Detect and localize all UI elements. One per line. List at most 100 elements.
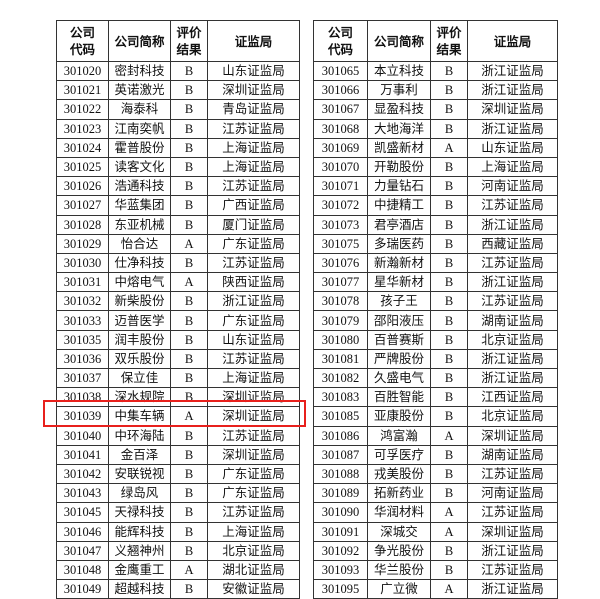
cell: B [170,425,208,446]
header-cell: 公司简称 [367,20,431,62]
cell: B [170,99,208,120]
row: 301076 新瀚新材 B 江苏证监局 [313,252,558,274]
cell: B [430,80,468,101]
cell: 301029 [56,233,109,254]
cell: 江苏证监局 [207,348,300,370]
cell: 青岛证监局 [207,99,300,120]
cell: 北京证监局 [467,406,558,427]
header-cell: 证监局 [207,20,300,62]
cell: 万事利 [367,80,431,101]
row: 301065 本立科技 B 浙江证监局 [313,60,558,82]
cell: 超越科技 [108,579,171,599]
cell: A [430,521,468,542]
cell: B [170,367,208,389]
cell: B [170,214,208,235]
cell: B [170,502,208,523]
cell: 厦门证监局 [207,214,300,235]
cell: 301075 [313,233,368,254]
row: 301021 英诺激光 B 深圳证监局 [56,80,300,101]
cell: 301071 [313,176,368,197]
cell: B [430,348,468,370]
row: 301077 星华新材 B 浙江证监局 [313,272,558,293]
cell: 争光股份 [367,540,431,561]
cell: 山东证监局 [207,329,300,350]
cell: B [430,329,468,350]
cell: B [430,118,468,139]
row: 301078 孩子王 B 江苏证监局 [313,291,558,312]
row: 301045 天禄科技 B 江苏证监局 [56,502,300,523]
cell: 301078 [313,291,368,312]
cell: 深圳证监局 [467,99,558,120]
row: 301069 凯盛新材 A 山东证监局 [313,137,558,158]
cell: B [430,176,468,197]
header-text: 证监局 [234,33,273,49]
cell: 广东证监局 [207,310,300,331]
cell: 本立科技 [367,60,431,82]
row: 301092 争光股份 B 浙江证监局 [313,540,558,561]
row: 301075 多瑞医药 B 西藏证监局 [313,233,558,254]
cell: 江苏证监局 [207,252,300,274]
cell: 孩子王 [367,291,431,312]
cell: A [170,559,208,581]
cell: 浙江证监局 [467,348,558,370]
cell: 大地海洋 [367,118,431,139]
cell: 义翘神州 [108,540,171,561]
cell: 双乐股份 [108,348,171,370]
header-text: 公司简称 [114,33,165,49]
row: 301043 绿岛风 B 广东证监局 [56,483,300,504]
cell: 江苏证监局 [207,502,300,523]
cell: 显盈科技 [367,99,431,120]
row: 301024 霍普股份 B 上海证监局 [56,137,300,158]
cell: 上海证监局 [207,367,300,389]
row: 301082 久盛电气 B 浙江证监局 [313,367,558,389]
header-cell: 证监局 [467,20,558,62]
cell: 江苏证监局 [467,195,558,216]
row: 301086 鸿富瀚 A 深圳证监局 [313,425,558,446]
cell: 亚康股份 [367,406,431,427]
cell: B [170,540,208,561]
cell: B [170,195,208,216]
row: 301037 保立佳 B 上海证监局 [56,367,300,389]
row: 301027 华蓝集团 B 广西证监局 [56,195,300,216]
cell: 浙江证监局 [467,214,558,235]
cell: B [430,483,468,504]
cell: 301023 [56,118,109,139]
row: 301047 义翘神州 B 北京证监局 [56,540,300,561]
cell: 301042 [56,463,109,485]
cell: 广东证监局 [207,233,300,254]
cell: 广东证监局 [207,483,300,504]
row: 301026 浩通科技 B 江苏证监局 [56,176,300,197]
cell: B [430,406,468,427]
cell: 浩通科技 [108,176,171,197]
header-cell: 公司 代码 [313,20,368,62]
cell: 浙江证监局 [467,272,558,293]
header-row: 公司 代码 公司简称 评价 结果 证监局 [313,20,558,62]
row: 301022 海泰科 B 青岛证监局 [56,99,300,120]
cell: 开勒股份 [367,156,431,178]
row: 301040 中环海陆 B 江苏证监局 [56,425,300,446]
cell: 鸿富瀚 [367,425,431,446]
cell: 戎美股份 [367,463,431,485]
row: 301041 金百泽 B 深圳证监局 [56,444,300,465]
row: 301091 深城交 A 深圳证监局 [313,521,558,542]
row: 301093 华兰股份 B 江苏证监局 [313,559,558,581]
cell: B [430,252,468,274]
cell: 金鹰重工 [108,559,171,581]
cell: 江苏证监局 [467,502,558,523]
cell: 深圳证监局 [207,80,300,101]
cell: B [430,387,468,408]
cell: 霍普股份 [108,137,171,158]
cell: B [170,252,208,274]
cell: 湖南证监局 [467,310,558,331]
cell: 力量钻石 [367,176,431,197]
row: 301081 严牌股份 B 浙江证监局 [313,348,558,370]
cell: 华润材料 [367,502,431,523]
cell: 上海证监局 [207,156,300,178]
cell: 301033 [56,310,109,331]
cell: 301028 [56,214,109,235]
cell: 星华新材 [367,272,431,293]
cell: 301047 [56,540,109,561]
header-text: 公司 [327,25,353,40]
cell: 301037 [56,367,109,389]
cell: 深圳证监局 [467,425,558,446]
